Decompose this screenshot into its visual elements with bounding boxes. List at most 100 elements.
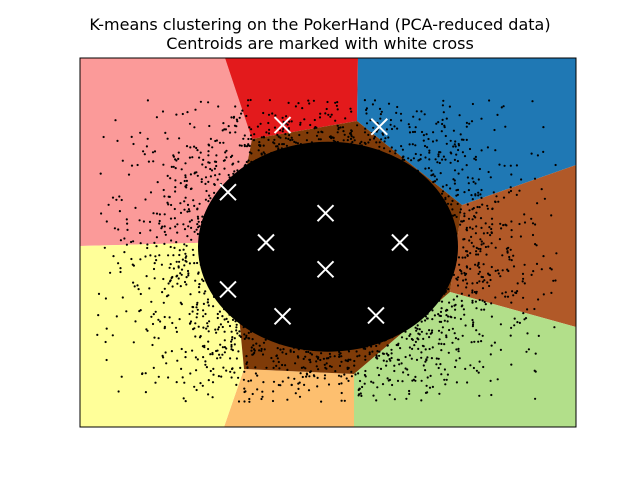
data-point (317, 245, 320, 248)
data-point (425, 219, 428, 222)
data-point (400, 202, 403, 205)
data-point (207, 379, 210, 382)
data-point (331, 331, 334, 334)
data-point (402, 284, 405, 287)
data-point (431, 266, 434, 269)
data-point (339, 211, 342, 214)
data-point (359, 259, 362, 263)
data-point (415, 224, 418, 227)
data-point (426, 235, 429, 238)
data-point (340, 399, 343, 402)
data-point (310, 164, 313, 167)
data-point (305, 350, 308, 353)
data-point (442, 99, 445, 102)
data-point (334, 304, 337, 308)
data-point (339, 126, 342, 129)
data-point (331, 243, 334, 246)
data-point (263, 293, 267, 296)
data-point (134, 320, 137, 323)
data-point (278, 202, 282, 206)
data-point (241, 181, 244, 185)
data-point (409, 303, 412, 306)
data-point (335, 294, 339, 297)
data-point (425, 262, 428, 265)
data-point (242, 241, 245, 244)
data-point (390, 352, 393, 355)
data-point (261, 176, 264, 179)
data-point (211, 396, 214, 399)
data-point (407, 164, 410, 167)
data-point (332, 320, 335, 323)
data-point (490, 227, 493, 231)
data-point (276, 214, 280, 217)
data-point (408, 266, 412, 269)
data-point (249, 281, 252, 284)
data-point (305, 214, 308, 217)
data-point (245, 336, 248, 339)
data-point (309, 249, 312, 252)
data-point (367, 268, 370, 271)
data-point (409, 264, 412, 267)
data-point (118, 195, 121, 198)
data-point (294, 169, 297, 173)
data-point (440, 331, 443, 334)
data-point (315, 347, 318, 350)
data-point (237, 226, 240, 229)
data-point (476, 281, 479, 284)
data-point (425, 215, 428, 218)
data-point (194, 108, 197, 111)
data-point (458, 263, 461, 266)
data-point (306, 325, 309, 328)
data-point (399, 191, 402, 194)
data-point (307, 262, 310, 265)
data-point (427, 251, 430, 255)
data-point (333, 200, 336, 203)
data-point (385, 213, 388, 216)
data-point (385, 191, 388, 194)
data-point (285, 305, 288, 308)
data-point (424, 348, 427, 351)
data-point (261, 282, 264, 285)
data-point (345, 278, 348, 282)
data-point (288, 227, 291, 230)
data-point (325, 173, 328, 176)
data-point (349, 358, 352, 361)
data-point (384, 335, 387, 338)
data-point (180, 347, 183, 351)
data-point (387, 265, 390, 268)
data-point (205, 220, 208, 223)
data-point (441, 185, 445, 188)
data-point (139, 131, 142, 134)
data-point (210, 219, 213, 222)
data-point (250, 325, 253, 328)
data-point (336, 269, 339, 272)
data-point (198, 245, 201, 248)
data-point (408, 346, 411, 349)
data-point (216, 357, 219, 360)
data-point (334, 282, 337, 285)
data-point (424, 281, 427, 285)
data-point (259, 324, 262, 327)
data-point (420, 379, 423, 382)
data-point (207, 340, 210, 343)
data-point (270, 262, 273, 265)
data-point (212, 292, 215, 295)
data-point (368, 272, 371, 275)
data-point (251, 392, 254, 396)
data-point (254, 196, 257, 199)
data-point (386, 377, 389, 380)
data-point (428, 149, 431, 152)
data-point (317, 159, 320, 162)
data-point (311, 154, 314, 157)
data-point (267, 113, 271, 116)
data-point (471, 291, 474, 294)
data-point (460, 272, 463, 275)
data-point (347, 348, 350, 351)
data-point (338, 193, 341, 196)
data-point (261, 353, 265, 356)
data-point (363, 238, 366, 241)
data-point (308, 160, 311, 163)
data-point (323, 168, 326, 171)
data-point (266, 326, 269, 329)
data-point (464, 324, 467, 327)
